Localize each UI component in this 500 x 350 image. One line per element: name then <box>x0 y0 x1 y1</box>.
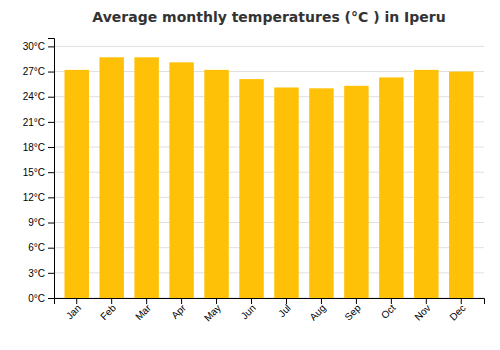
y-tick: 24°C <box>23 91 54 102</box>
x-tick: Feb <box>98 298 118 322</box>
y-tick-label: 15°C <box>23 167 45 178</box>
x-tick-mark <box>181 298 182 304</box>
y-tick-mark <box>48 97 54 98</box>
y-axis: 0°C 3°C 6°C 9°C 12°C 15°C 18°C 21°C 24°C 27°C 30°C <box>23 39 55 304</box>
x-tick-label: Apr <box>169 302 188 321</box>
x-tick-mark <box>76 298 77 304</box>
grid <box>54 46 484 298</box>
x-tick-label: Mar <box>133 302 153 322</box>
x-tick-label: Sep <box>342 302 363 323</box>
y-tick-mark <box>48 172 54 173</box>
y-tick: 30°C <box>23 41 54 52</box>
y-tick-label: 0°C <box>28 293 45 304</box>
x-tick: Aug <box>307 298 327 323</box>
y-tick-label: 12°C <box>23 192 45 203</box>
y-tick-mark <box>48 197 54 198</box>
x-tick-label: Jul <box>276 302 293 319</box>
x-tick-label: Feb <box>98 302 118 322</box>
x-tick-mark <box>391 298 392 304</box>
bar <box>169 62 193 298</box>
x-tick-mark <box>111 298 112 304</box>
chart: 0°C 3°C 6°C 9°C 12°C 15°C 18°C 21°C 24°C 27°C 30°C… <box>0 0 500 350</box>
x-axis-line <box>55 299 485 305</box>
bar <box>449 72 473 298</box>
x-tick: Oct <box>379 298 398 321</box>
y-tick-label: 21°C <box>23 117 45 128</box>
y-tick: 12°C <box>23 192 54 203</box>
y-tick: 6°C <box>28 242 54 253</box>
y-tick-label: 18°C <box>23 142 45 153</box>
y-tick-mark <box>48 273 54 274</box>
x-axis: Jan Feb Mar Apr May Jun Jul Aug Sep Oct Nov Dec <box>55 298 485 323</box>
y-tick-mark <box>48 46 54 47</box>
x-tick-label: Aug <box>307 302 327 322</box>
y-tick: 9°C <box>28 217 54 228</box>
bar <box>204 70 228 298</box>
x-tick-label: Jan <box>64 302 83 321</box>
bar <box>344 86 368 298</box>
bar <box>99 57 123 298</box>
y-axis-line <box>48 39 55 299</box>
grid-line <box>54 46 484 47</box>
x-tick-label: May <box>202 302 223 323</box>
bar <box>239 79 263 298</box>
x-tick-mark <box>146 298 147 304</box>
bar <box>414 70 438 298</box>
y-tick: 18°C <box>23 142 54 153</box>
x-tick: Jan <box>64 298 83 321</box>
y-tick: 21°C <box>23 117 54 128</box>
x-tick: Sep <box>342 298 363 323</box>
bar <box>309 88 333 298</box>
bars <box>64 57 473 298</box>
y-tick-mark <box>48 147 54 148</box>
bar <box>64 70 88 298</box>
x-tick-label: Jun <box>239 302 258 321</box>
y-tick-label: 3°C <box>28 268 45 279</box>
x-tick-mark <box>321 298 322 304</box>
y-tick-label: 6°C <box>28 242 45 253</box>
y-tick-mark <box>48 72 54 73</box>
x-tick: Jul <box>276 298 293 319</box>
x-tick-label: Nov <box>412 302 432 322</box>
x-tick: Jun <box>239 298 258 321</box>
y-tick: 27°C <box>23 66 54 77</box>
x-tick-mark <box>286 298 287 304</box>
x-tick-mark <box>216 298 217 304</box>
y-tick-label: 27°C <box>23 66 45 77</box>
y-tick: 15°C <box>23 167 54 178</box>
bar <box>274 87 298 298</box>
x-tick: Apr <box>169 298 188 321</box>
x-tick-mark <box>461 298 462 304</box>
y-tick-label: 9°C <box>28 217 45 228</box>
title: Average monthly temperatures (°C ) in Ip… <box>92 9 445 25</box>
y-tick-label: 24°C <box>23 91 45 102</box>
y-tick: 0°C <box>28 293 54 304</box>
x-tick: Dec <box>447 298 467 323</box>
y-tick: 3°C <box>28 268 54 279</box>
x-tick: Mar <box>133 298 153 322</box>
x-tick-label: Oct <box>379 302 398 321</box>
x-tick-mark <box>356 298 357 304</box>
bar <box>134 57 158 298</box>
y-tick-mark <box>48 298 54 299</box>
x-tick: Nov <box>412 298 432 323</box>
y-tick-mark <box>48 122 54 123</box>
x-tick-mark <box>251 298 252 304</box>
y-tick-mark <box>48 223 54 224</box>
x-tick: May <box>202 298 223 323</box>
bar <box>379 77 403 298</box>
x-tick-mark <box>426 298 427 304</box>
y-tick-label: 30°C <box>23 41 45 52</box>
x-tick-label: Dec <box>447 302 467 322</box>
y-tick-mark <box>48 248 54 249</box>
